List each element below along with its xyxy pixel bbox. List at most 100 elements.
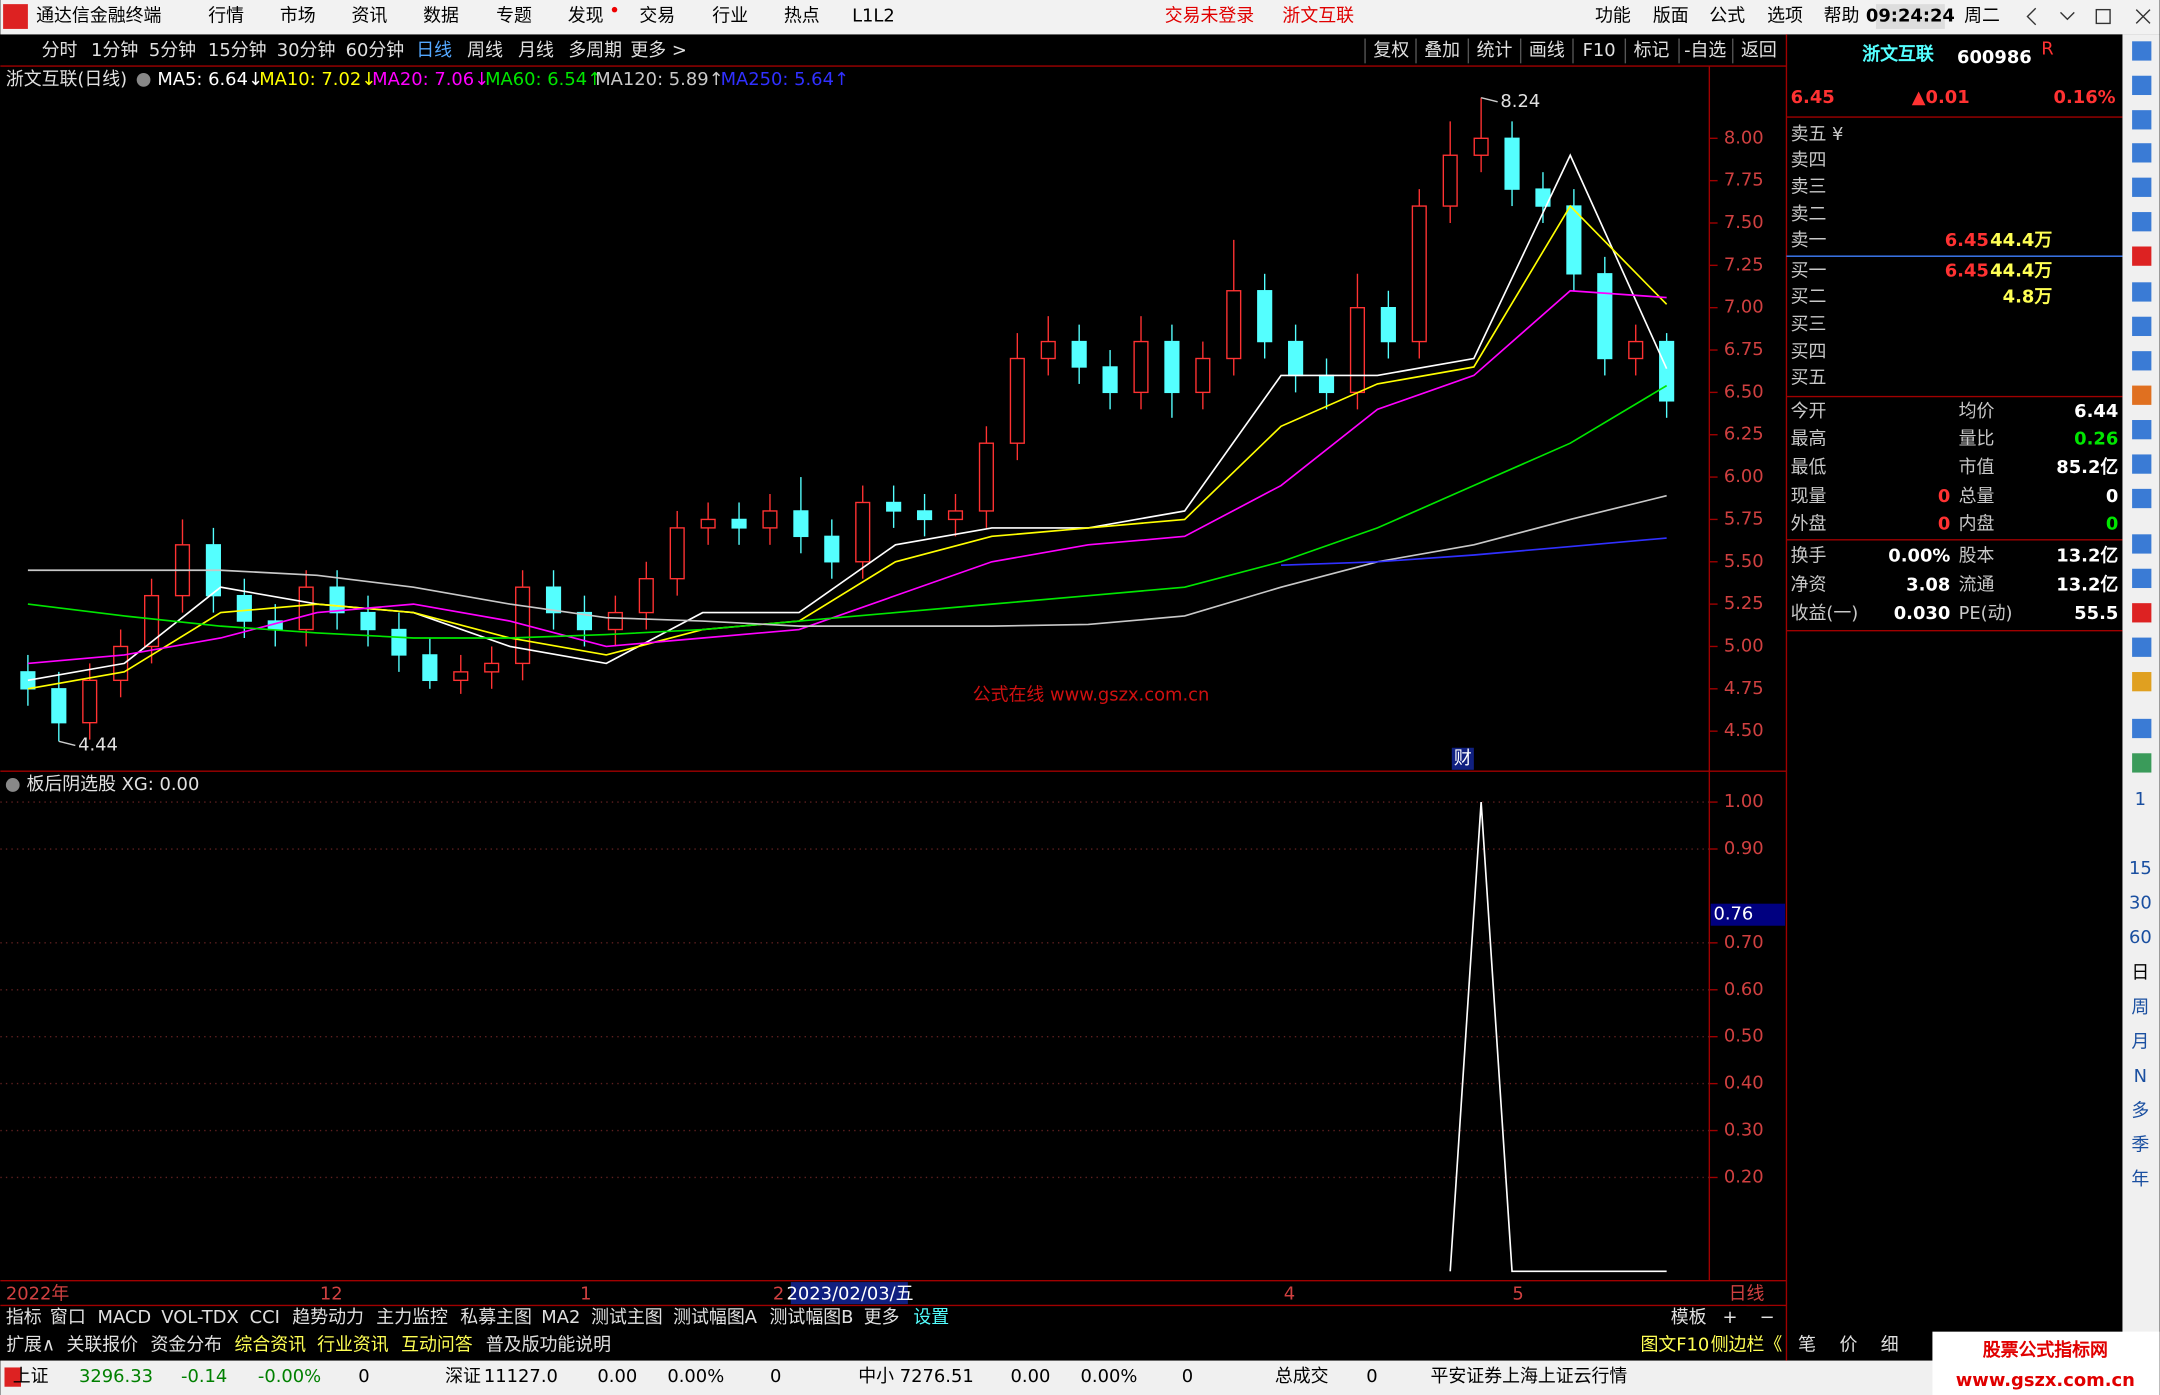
tool-button[interactable]: 标记 bbox=[1634, 40, 1670, 61]
tool-button[interactable]: 复权 bbox=[1373, 40, 1409, 61]
indicator-tab[interactable]: 指标 bbox=[6, 1307, 42, 1328]
menu-item[interactable]: 资讯 bbox=[352, 6, 388, 27]
sidebar-button[interactable]: 1 bbox=[2135, 789, 2146, 810]
tool-button[interactable]: -自选 bbox=[1684, 40, 1726, 61]
info-tab[interactable]: 图文F10 bbox=[1640, 1334, 1709, 1355]
indicator-tab[interactable]: CCI bbox=[250, 1307, 280, 1328]
menu-item[interactable]: 版面 bbox=[1653, 6, 1689, 27]
cursor-label: 0.76 bbox=[1713, 904, 1753, 925]
indicator-tab[interactable]: MA2 bbox=[541, 1307, 580, 1328]
sidebar-button[interactable]: 多 bbox=[2131, 1100, 2149, 1121]
info-tab[interactable]: 侧边栏《 bbox=[1711, 1334, 1783, 1355]
stat-label: 量比 bbox=[1959, 428, 1995, 449]
info-tab[interactable]: 关联报价 bbox=[66, 1334, 138, 1355]
period-tab[interactable]: 分时 bbox=[42, 40, 78, 61]
book-label: 买四 bbox=[1791, 342, 1827, 363]
sidebar-bg bbox=[2122, 34, 2160, 1361]
period-tab[interactable]: 60分钟 bbox=[346, 40, 405, 61]
menu-item[interactable]: 行情 bbox=[208, 6, 244, 27]
sidebar-button[interactable]: 30 bbox=[2129, 892, 2152, 913]
info-tab[interactable]: 细 bbox=[1881, 1334, 1899, 1355]
menu-item[interactable]: 交易 bbox=[639, 6, 675, 27]
tool-button[interactable]: 统计 bbox=[1477, 40, 1513, 61]
period-tab[interactable]: 日线 bbox=[416, 40, 452, 61]
info-tab[interactable]: 资金分布 bbox=[150, 1334, 222, 1355]
fin-marker[interactable]: 财 bbox=[1454, 748, 1472, 769]
chart-menu-icon[interactable] bbox=[136, 72, 151, 87]
menu-item[interactable]: 公式 bbox=[1709, 6, 1745, 27]
indicator-tab[interactable]: 趋势动力 bbox=[292, 1307, 364, 1328]
period-tab[interactable]: 30分钟 bbox=[277, 40, 336, 61]
tool-button[interactable]: 返回 bbox=[1741, 40, 1777, 61]
period-tab[interactable]: 月线 bbox=[518, 40, 554, 61]
period-tab[interactable]: 更多 > bbox=[630, 40, 686, 61]
info-tab[interactable]: 笔 bbox=[1798, 1334, 1816, 1355]
info-tab[interactable]: 普及版功能说明 bbox=[486, 1334, 611, 1355]
ticker-item: 11127.0 bbox=[484, 1366, 558, 1387]
stat-value: 13.2亿 bbox=[2056, 544, 2118, 566]
menu-item[interactable]: 帮助 bbox=[1824, 6, 1860, 27]
candle-body bbox=[731, 518, 747, 529]
candle-body bbox=[1318, 374, 1335, 394]
indicator-tab[interactable]: VOL-TDX bbox=[161, 1307, 238, 1328]
indicator-tab[interactable]: 测试幅图B bbox=[770, 1307, 854, 1328]
sidebar-button[interactable]: 月 bbox=[2131, 1031, 2149, 1052]
indicator-tab[interactable]: 测试幅图A bbox=[673, 1307, 758, 1328]
ticker-item: -0.00% bbox=[258, 1366, 321, 1387]
info-tab[interactable]: 价 bbox=[1839, 1334, 1857, 1355]
sidebar-button[interactable]: 周 bbox=[2131, 997, 2149, 1018]
indicator-tab[interactable]: 模板 bbox=[1671, 1307, 1707, 1328]
tool-button[interactable]: 画线 bbox=[1529, 40, 1565, 61]
menu-item[interactable]: 市场 bbox=[280, 6, 316, 27]
info-tab[interactable]: 行业资讯 bbox=[317, 1334, 389, 1355]
low-label: 4.44 bbox=[78, 734, 118, 755]
indicator-tab[interactable]: + bbox=[1722, 1307, 1737, 1328]
candle-body bbox=[391, 628, 407, 656]
date-label: 2022年 bbox=[6, 1283, 70, 1304]
sidebar-button[interactable]: 15 bbox=[2129, 858, 2152, 879]
menu-item[interactable]: 行业 bbox=[712, 6, 748, 27]
y-tick-label: 6.25 bbox=[1724, 424, 1764, 445]
sidebar-button[interactable]: 年 bbox=[2131, 1169, 2149, 1190]
menu-item[interactable]: 发现 bbox=[568, 6, 604, 27]
tool-button[interactable]: F10 bbox=[1583, 40, 1616, 61]
stat-label: 均价 bbox=[1959, 401, 1995, 422]
book-label: 买五 bbox=[1791, 368, 1827, 389]
indicator-tab[interactable]: 窗口 bbox=[50, 1307, 86, 1328]
indicator-tab[interactable]: MACD bbox=[97, 1307, 151, 1328]
sidebar-button[interactable]: N bbox=[2134, 1066, 2147, 1087]
indicator-tab[interactable]: 主力监控 bbox=[376, 1307, 448, 1328]
stat-value: 0 bbox=[1938, 486, 1950, 507]
menu-item[interactable]: 数据 bbox=[423, 6, 459, 27]
status-text[interactable]: 交易未登录 bbox=[1165, 6, 1255, 27]
indicator-tab[interactable]: 私募主图 bbox=[460, 1307, 532, 1328]
menu-item[interactable]: 选项 bbox=[1767, 6, 1803, 27]
tool-button[interactable]: 叠加 bbox=[1424, 40, 1460, 61]
period-tab[interactable]: 1分钟 bbox=[91, 40, 138, 61]
period-tab[interactable]: 周线 bbox=[467, 40, 503, 61]
sidebar-button[interactable]: 日 bbox=[2131, 963, 2149, 984]
indicator-tab[interactable]: 设置 bbox=[913, 1307, 949, 1328]
stat-label: 最低 bbox=[1791, 457, 1827, 478]
sidebar-button[interactable]: 季 bbox=[2131, 1135, 2149, 1156]
candle-body bbox=[51, 688, 67, 724]
menu-item[interactable]: 热点 bbox=[784, 6, 820, 27]
menu-item[interactable]: L1L2 bbox=[852, 6, 895, 27]
indicator-tab[interactable]: 测试主图 bbox=[591, 1307, 663, 1328]
info-tab[interactable]: 综合资讯 bbox=[234, 1334, 306, 1355]
indicator-tab[interactable]: 更多 bbox=[864, 1307, 900, 1328]
menu-item[interactable]: 专题 bbox=[496, 6, 532, 27]
y-tick-label: 0.90 bbox=[1724, 838, 1764, 859]
book-label: 买三 bbox=[1791, 314, 1827, 335]
status-text[interactable]: 浙文互联 bbox=[1282, 6, 1354, 27]
period-tab[interactable]: 15分钟 bbox=[208, 40, 267, 61]
menu-item[interactable]: 功能 bbox=[1595, 6, 1631, 27]
info-tab[interactable]: 扩展∧ bbox=[6, 1334, 55, 1355]
info-tab[interactable]: 互动问答 bbox=[401, 1334, 473, 1355]
indicator-tab[interactable]: − bbox=[1760, 1307, 1775, 1328]
sidebar-button[interactable]: 60 bbox=[2129, 927, 2152, 948]
period-tab[interactable]: 多周期 bbox=[568, 40, 622, 61]
period-tab[interactable]: 5分钟 bbox=[149, 40, 196, 61]
indicator-menu-icon[interactable] bbox=[5, 778, 20, 792]
ticker-item: 中小 bbox=[858, 1366, 894, 1387]
